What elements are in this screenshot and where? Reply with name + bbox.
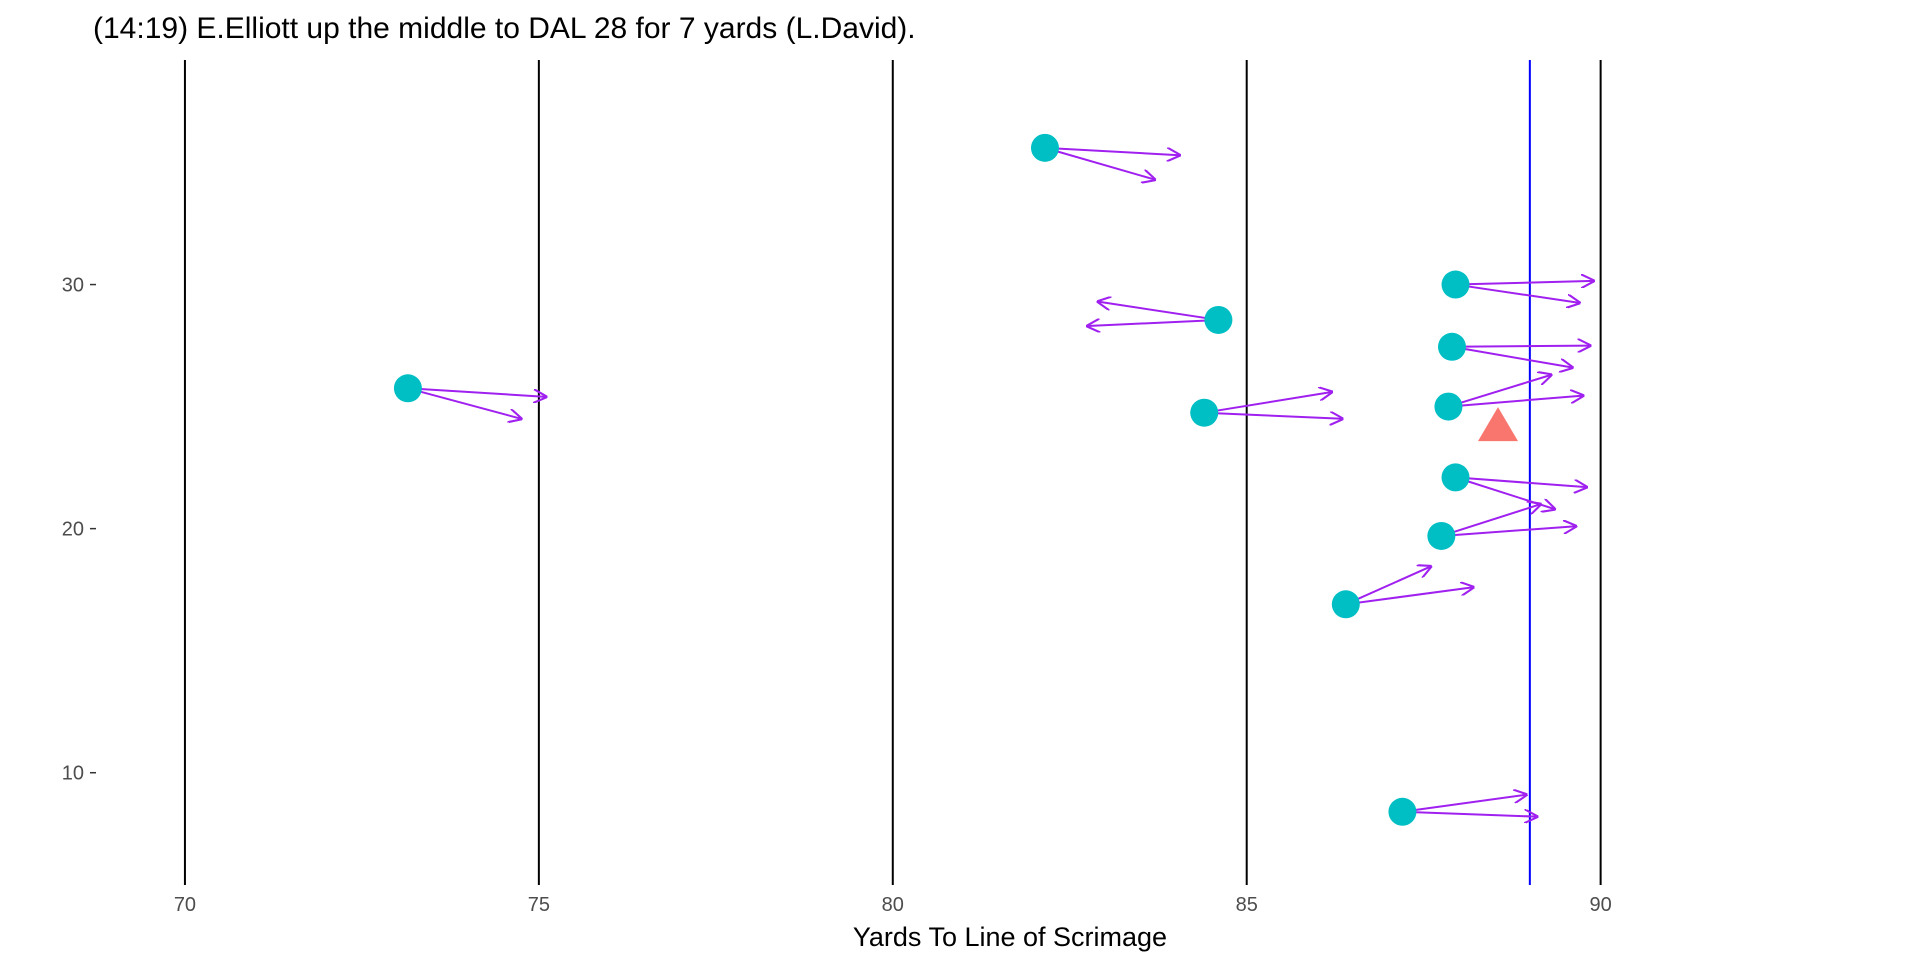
y-axis: 10 20 30 <box>62 275 96 785</box>
motion-arrow-3 <box>1044 146 1155 180</box>
motion-arrow-19 <box>1345 587 1473 606</box>
yard-lines <box>183 60 1602 885</box>
player-point-0 <box>393 374 422 403</box>
player-point-3 <box>1190 398 1219 427</box>
motion-arrow-12 <box>1448 375 1551 408</box>
x-tick-label-85: 85 <box>1236 894 1258 916</box>
x-axis-title: Yards To Line of Scrimage <box>853 922 1167 952</box>
motion-arrow-14 <box>1455 476 1587 487</box>
player-point-8 <box>1427 521 1456 550</box>
motion-arrow-9 <box>1455 283 1580 303</box>
x-tick-label-80: 80 <box>882 894 904 916</box>
motion-arrow-2 <box>1044 146 1179 155</box>
motion-arrow-13 <box>1448 396 1582 408</box>
motion-arrow-7 <box>1204 413 1342 419</box>
y-tick-label-10: 10 <box>62 763 84 785</box>
y-tick-label-30: 30 <box>62 275 84 297</box>
motion-arrow-21 <box>1402 812 1536 817</box>
player-point-5 <box>1437 332 1466 361</box>
player-point-10 <box>1388 797 1417 826</box>
x-axis: 70 75 80 85 90 <box>174 894 1612 916</box>
player-point-4 <box>1441 270 1470 299</box>
motion-arrow-18 <box>1345 566 1431 606</box>
motion-arrow-0 <box>407 387 546 397</box>
motion-arrow-1 <box>407 387 521 419</box>
chart-title: (14:19) E.Elliott up the middle to DAL 2… <box>93 12 916 45</box>
motion-arrow-10 <box>1451 346 1590 347</box>
player-point-1 <box>1030 133 1059 162</box>
motion-arrow-6 <box>1204 392 1331 414</box>
y-tick-label-20: 20 <box>62 519 84 541</box>
motion-arrow-4 <box>1098 302 1219 321</box>
player-point-6 <box>1434 392 1463 421</box>
motion-arrow-11 <box>1451 345 1572 368</box>
motion-arrows <box>407 146 1594 817</box>
x-tick-label-70: 70 <box>174 894 196 916</box>
motion-arrow-17 <box>1441 526 1575 537</box>
ball-marker <box>1477 407 1518 442</box>
player-point-7 <box>1441 463 1470 492</box>
x-tick-label-75: 75 <box>528 894 550 916</box>
player-point-2 <box>1204 305 1233 334</box>
motion-arrow-5 <box>1087 320 1219 326</box>
x-tick-label-90: 90 <box>1590 894 1612 916</box>
motion-arrow-8 <box>1455 281 1594 285</box>
player-point-9 <box>1331 590 1360 619</box>
player-points <box>393 133 1470 826</box>
ball-triangle <box>1477 407 1518 442</box>
motion-arrow-16 <box>1441 504 1540 537</box>
motion-arrow-20 <box>1402 795 1526 813</box>
